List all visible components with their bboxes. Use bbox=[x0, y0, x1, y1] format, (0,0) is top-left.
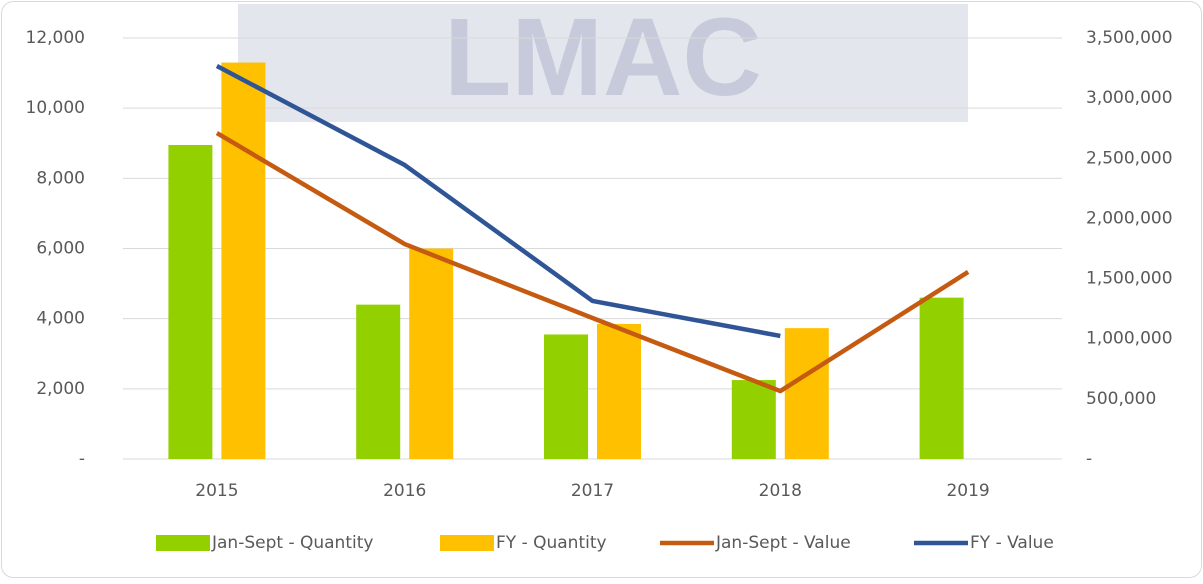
y2-tick-label: - bbox=[1086, 449, 1092, 469]
line-series bbox=[215, 64, 781, 339]
bar bbox=[731, 380, 776, 459]
y2-tick-label: 2,000,000 bbox=[1086, 208, 1173, 228]
y2-tick-label: 3,500,000 bbox=[1086, 28, 1173, 48]
y2-tick-label: 500,000 bbox=[1086, 389, 1156, 409]
y-tick-label: 12,000 bbox=[26, 28, 85, 48]
x-tick-label: 2015 bbox=[195, 481, 238, 501]
x-tick-label: 2016 bbox=[383, 481, 426, 501]
watermark-box bbox=[238, 4, 968, 122]
y-tick-label: 2,000 bbox=[36, 379, 85, 399]
y-tick-label: 4,000 bbox=[36, 309, 85, 329]
y-tick-label: 6,000 bbox=[36, 239, 85, 259]
y-tick-label: 10,000 bbox=[26, 98, 85, 118]
bar bbox=[597, 323, 641, 459]
y2-tick-label: 1,500,000 bbox=[1086, 269, 1173, 289]
y2-tick-label: 2,500,000 bbox=[1086, 148, 1173, 168]
x-tick-label: 2018 bbox=[759, 481, 802, 501]
bar bbox=[409, 248, 454, 459]
legend-swatch bbox=[156, 535, 210, 551]
bar bbox=[168, 145, 213, 460]
x-tick-label: 2019 bbox=[946, 481, 989, 501]
bar bbox=[221, 62, 266, 459]
bar bbox=[919, 297, 964, 459]
legend-label: FY - Value bbox=[970, 533, 1054, 553]
bar bbox=[356, 304, 401, 459]
watermark: LMAC bbox=[444, 0, 762, 119]
x-tick-label: 2017 bbox=[571, 481, 614, 501]
bar bbox=[544, 334, 588, 459]
legend-swatch bbox=[440, 535, 494, 551]
line-series bbox=[215, 131, 970, 394]
legend-label: Jan-Sept - Quantity bbox=[211, 533, 373, 553]
legend-label: Jan-Sept - Value bbox=[715, 533, 851, 553]
bar bbox=[784, 328, 829, 459]
y2-tick-label: 1,000,000 bbox=[1086, 329, 1173, 349]
y-tick-label: 8,000 bbox=[36, 168, 85, 188]
y-tick-label: - bbox=[79, 449, 85, 469]
legend-label: FY - Quantity bbox=[496, 533, 607, 553]
y2-tick-label: 3,000,000 bbox=[1086, 88, 1173, 108]
